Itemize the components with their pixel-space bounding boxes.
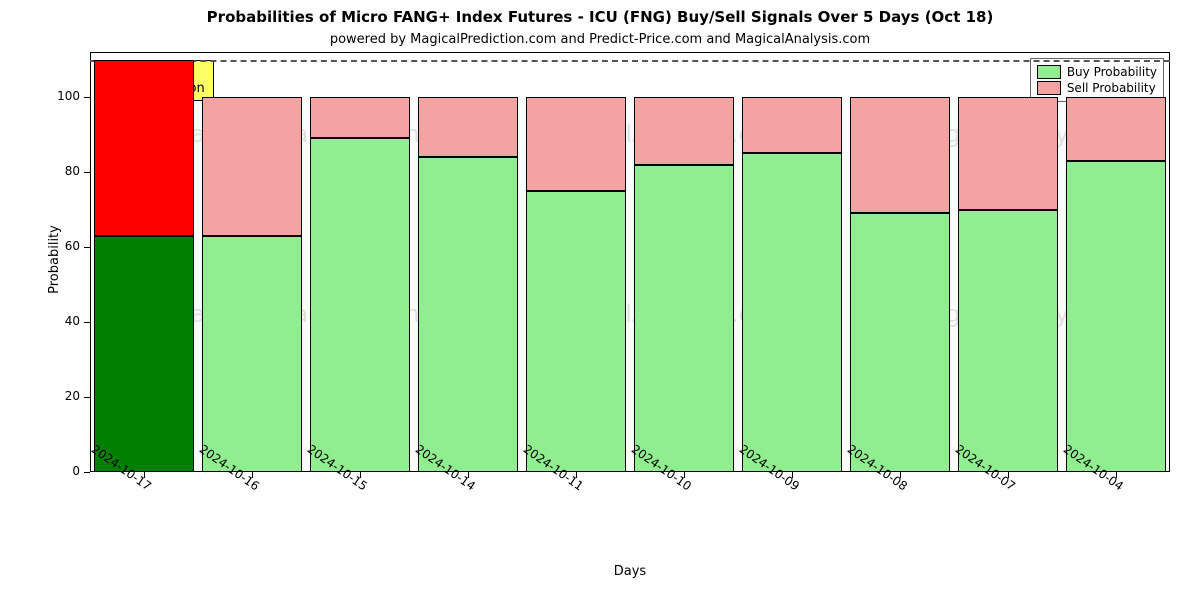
bar-buy bbox=[634, 165, 733, 473]
bar-sell bbox=[1066, 97, 1165, 161]
legend: Buy Probability Sell Probability bbox=[1030, 58, 1164, 102]
ytick-label: 40 bbox=[40, 314, 80, 328]
bar-sell bbox=[94, 60, 193, 236]
x-axis-label: Days bbox=[90, 564, 1170, 579]
ytick-label: 20 bbox=[40, 389, 80, 403]
bar-buy bbox=[1066, 161, 1165, 472]
ytick-mark bbox=[84, 247, 90, 248]
ytick-label: 60 bbox=[40, 239, 80, 253]
y-axis-label: Probability bbox=[47, 225, 62, 294]
bar-sell bbox=[850, 97, 949, 213]
ytick-label: 100 bbox=[40, 89, 80, 103]
bar-sell bbox=[634, 97, 733, 165]
bar-sell bbox=[958, 97, 1057, 210]
ytick-mark bbox=[84, 97, 90, 98]
ytick-label: 0 bbox=[40, 464, 80, 478]
ytick-mark bbox=[84, 172, 90, 173]
legend-swatch-buy bbox=[1037, 65, 1061, 79]
chart-subtitle: powered by MagicalPrediction.com and Pre… bbox=[0, 32, 1200, 47]
bar-sell bbox=[742, 97, 841, 153]
bar-buy bbox=[526, 191, 625, 472]
reference-line bbox=[90, 60, 1170, 62]
bar-buy bbox=[310, 138, 409, 472]
legend-swatch-sell bbox=[1037, 81, 1061, 95]
bar-buy bbox=[94, 236, 193, 472]
legend-label-buy: Buy Probability bbox=[1067, 65, 1157, 79]
bar-buy bbox=[202, 236, 301, 472]
bar-sell bbox=[310, 97, 409, 138]
bar-buy bbox=[958, 210, 1057, 473]
legend-label-sell: Sell Probability bbox=[1067, 81, 1156, 95]
bar-buy bbox=[742, 153, 841, 472]
legend-item-buy: Buy Probability bbox=[1037, 65, 1157, 79]
bar-buy bbox=[850, 213, 949, 472]
ytick-mark bbox=[84, 322, 90, 323]
bar-sell bbox=[418, 97, 517, 157]
legend-item-sell: Sell Probability bbox=[1037, 81, 1157, 95]
chart-title: Probabilities of Micro FANG+ Index Futur… bbox=[0, 8, 1200, 26]
ytick-mark bbox=[84, 397, 90, 398]
bar-sell bbox=[526, 97, 625, 191]
ytick-label: 80 bbox=[40, 164, 80, 178]
bar-sell bbox=[202, 97, 301, 236]
bar-buy bbox=[418, 157, 517, 472]
ytick-mark bbox=[84, 472, 90, 473]
